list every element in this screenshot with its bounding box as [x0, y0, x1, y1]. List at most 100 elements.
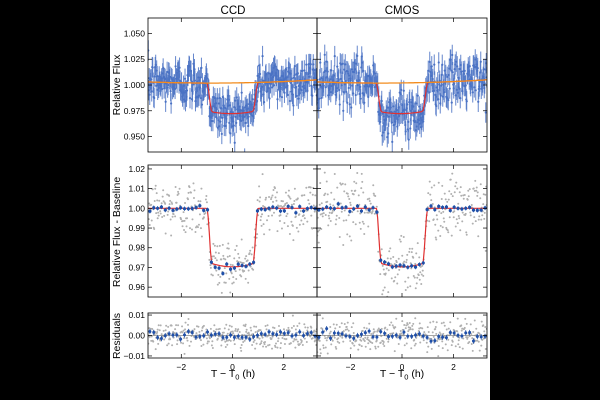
residual-point	[440, 322, 443, 325]
binned-point	[221, 271, 225, 276]
residual-point	[390, 321, 393, 324]
binned-residual-point	[305, 332, 309, 336]
residual-point	[309, 335, 312, 338]
unbinned-point	[275, 191, 278, 194]
residual-point	[382, 342, 385, 345]
binned-point	[352, 207, 356, 211]
unbinned-point	[474, 179, 477, 182]
unbinned-point	[457, 202, 460, 205]
data-point	[409, 127, 412, 130]
unbinned-point	[451, 195, 454, 198]
binned-point	[440, 205, 445, 210]
binned-residual-point	[282, 331, 286, 335]
unbinned-point	[335, 218, 338, 221]
residual-point	[431, 331, 434, 334]
residual-point	[412, 322, 415, 325]
unbinned-point	[447, 198, 450, 201]
data-point	[290, 77, 293, 80]
unbinned-point	[191, 218, 194, 221]
binned-point	[236, 262, 240, 266]
unbinned-point	[281, 200, 284, 203]
residual-point	[237, 328, 240, 331]
binned-residual-point	[194, 335, 198, 339]
unbinned-point	[180, 218, 183, 221]
xlabel-subscript: 0	[235, 373, 239, 382]
xlabel-main: T − T	[211, 368, 236, 380]
unbinned-point	[186, 217, 189, 220]
unbinned-point	[241, 261, 244, 264]
residual-point	[329, 330, 332, 333]
binned-residual-point	[441, 335, 445, 339]
unbinned-point	[329, 203, 332, 206]
binned-point	[379, 258, 383, 262]
residual-point	[442, 321, 445, 324]
residual-point	[481, 338, 484, 341]
unbinned-point	[192, 182, 195, 185]
binned-residual-point	[379, 330, 383, 334]
residual-point	[166, 344, 169, 347]
binned-point	[198, 204, 202, 208]
residual-point	[414, 342, 417, 345]
binned-point	[383, 260, 387, 264]
binned-residual-point	[464, 331, 468, 335]
residual-point	[296, 340, 299, 343]
residual-point	[180, 341, 183, 344]
binned-point	[190, 206, 194, 211]
residual-point	[188, 344, 191, 347]
unbinned-point	[321, 212, 324, 215]
unbinned-point	[412, 274, 415, 277]
residual-point	[176, 343, 179, 346]
residual-point	[326, 336, 329, 339]
unbinned-point	[285, 215, 288, 218]
unbinned-point	[154, 187, 157, 190]
residual-point	[187, 317, 190, 320]
unbinned-point	[404, 288, 407, 291]
unbinned-point	[209, 264, 212, 267]
residual-point	[251, 344, 254, 347]
residual-point	[298, 322, 301, 325]
residual-point	[449, 321, 452, 324]
unbinned-point	[357, 194, 360, 197]
unbinned-point	[240, 275, 243, 278]
unbinned-point	[334, 223, 337, 226]
residual-point	[405, 324, 408, 327]
unbinned-point	[480, 218, 483, 221]
unbinned-point	[265, 196, 268, 199]
residual-point	[303, 323, 306, 326]
unbinned-point	[345, 219, 348, 222]
residual-point	[184, 328, 187, 331]
binned-residual-point	[471, 339, 475, 343]
unbinned-point	[322, 212, 325, 215]
residual-point	[360, 345, 363, 348]
residual-point	[484, 326, 487, 329]
unbinned-point	[244, 277, 247, 280]
unbinned-point	[366, 211, 369, 214]
unbinned-point	[393, 263, 396, 266]
residual-point	[182, 342, 185, 345]
unbinned-point	[399, 240, 402, 243]
data-point	[169, 75, 172, 78]
residual-point	[276, 340, 279, 343]
residual-point	[364, 336, 367, 339]
data-point	[188, 97, 192, 100]
y-tick-label: 0.950	[124, 132, 146, 142]
unbinned-point	[396, 273, 399, 276]
residual-point	[441, 347, 444, 350]
unbinned-point	[150, 203, 153, 206]
residual-point	[386, 328, 389, 331]
unbinned-point	[347, 214, 350, 217]
data-point	[193, 79, 197, 82]
residual-point	[387, 340, 390, 343]
residual-point	[403, 344, 406, 347]
binned-point	[317, 208, 321, 212]
residual-point	[404, 327, 407, 330]
column-title-ccd: CCD	[221, 5, 246, 17]
binned-residual-point	[294, 333, 298, 337]
binned-residual-point	[402, 330, 406, 334]
unbinned-point	[466, 198, 469, 201]
unbinned-point	[222, 257, 225, 260]
unbinned-point	[311, 227, 314, 230]
unbinned-point	[231, 264, 234, 267]
residual-point	[216, 337, 219, 340]
data-point	[448, 87, 451, 90]
